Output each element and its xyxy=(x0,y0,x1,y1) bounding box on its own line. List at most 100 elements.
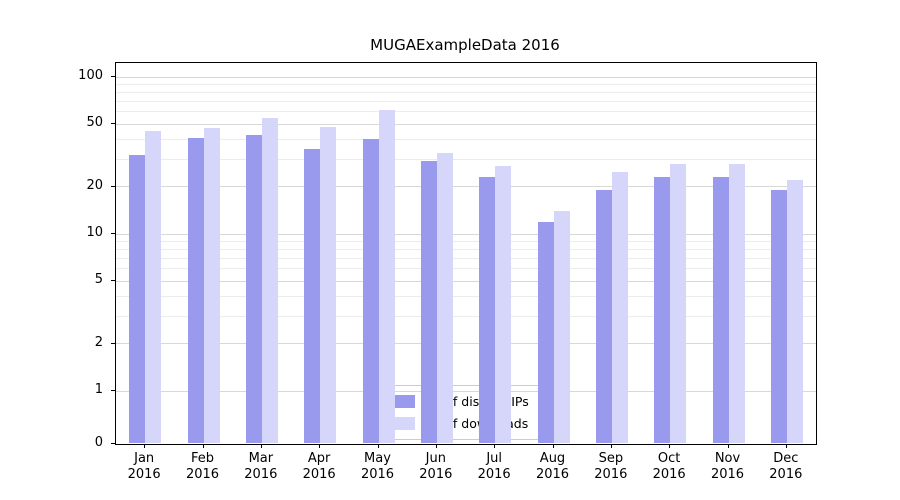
minor-gridline xyxy=(116,83,816,85)
x-tick-label-year: 2016 xyxy=(127,467,161,482)
x-tick-mark xyxy=(202,444,204,448)
minor-gridline xyxy=(116,315,816,317)
bar-nb-of-downloads xyxy=(261,117,278,443)
bar-nb-of-downloads xyxy=(728,163,745,443)
major-gridline xyxy=(116,233,816,235)
major-gridline xyxy=(116,186,816,188)
x-tick-label-year: 2016 xyxy=(419,467,453,482)
x-tick-label-month: Dec xyxy=(773,451,799,466)
chart-title: MUGAExampleData 2016 xyxy=(370,36,560,54)
x-tick-mark xyxy=(494,444,496,448)
y-tick-mark xyxy=(111,76,115,77)
major-gridline xyxy=(116,390,816,392)
y-tick-label: 0 xyxy=(94,435,103,450)
bar-nb-of-downloads xyxy=(320,127,337,443)
bar-nb-of-distinct-ips xyxy=(654,177,671,443)
bar-nb-of-distinct-ips xyxy=(304,148,321,443)
x-tick-label-month: Nov xyxy=(714,451,741,466)
x-tick-label-year: 2016 xyxy=(769,467,803,482)
minor-gridline xyxy=(116,295,816,297)
bar-nb-of-downloads xyxy=(786,180,803,443)
x-tick-mark xyxy=(552,444,554,448)
bar-nb-of-downloads xyxy=(378,109,395,443)
x-tick-label: Jan 2016 xyxy=(114,451,174,483)
minor-gridline xyxy=(116,138,816,140)
plot-area: Nb of distinct IPs Nb of downloads xyxy=(115,62,817,445)
x-tick-label-month: Jul xyxy=(486,451,502,466)
x-tick-label-month: Jan xyxy=(134,451,155,466)
bar-nb-of-downloads xyxy=(495,166,512,443)
y-tick-label: 50 xyxy=(86,115,103,131)
major-gridline xyxy=(116,123,816,125)
x-tick-label: Oct 2016 xyxy=(639,451,699,483)
bar-nb-of-distinct-ips xyxy=(362,139,379,443)
x-tick-mark xyxy=(377,444,379,448)
x-tick-label: Sep 2016 xyxy=(581,451,641,483)
y-tick-mark xyxy=(111,233,115,234)
x-tick-label-year: 2016 xyxy=(594,467,628,482)
x-tick-label: Jul 2016 xyxy=(464,451,524,483)
x-tick-mark xyxy=(610,444,612,448)
minor-gridline xyxy=(116,158,816,160)
x-tick-label-month: Aug xyxy=(539,451,566,466)
x-tick-label-month: Oct xyxy=(657,451,681,466)
y-tick-label: 10 xyxy=(86,225,103,240)
minor-gridline xyxy=(116,111,816,113)
x-tick-label-month: Sep xyxy=(598,451,624,466)
y-tick-mark xyxy=(111,390,115,391)
x-tick-label: Dec 2016 xyxy=(756,451,816,483)
bar-nb-of-distinct-ips xyxy=(479,177,496,443)
minor-gridline xyxy=(116,240,816,242)
bar-nb-of-distinct-ips xyxy=(537,221,554,443)
y-tick-mark xyxy=(111,123,115,125)
x-tick-label: Mar 2016 xyxy=(231,451,291,483)
y-tick-mark xyxy=(111,280,115,282)
bar-nb-of-distinct-ips xyxy=(129,154,146,443)
bar-nb-of-downloads xyxy=(670,163,687,443)
major-gridline xyxy=(116,76,816,78)
bar-nb-of-downloads xyxy=(436,152,453,443)
x-tick-mark xyxy=(319,444,321,448)
y-tick-mark xyxy=(111,185,115,187)
x-tick-mark xyxy=(669,444,671,448)
bar-nb-of-distinct-ips xyxy=(245,134,262,443)
x-tick-label-month: Mar xyxy=(248,451,274,466)
y-tick-label: 2 xyxy=(94,334,103,350)
x-tick-mark xyxy=(785,444,787,448)
x-tick-label: Feb 2016 xyxy=(173,451,233,483)
legend: Nb of distinct IPs Nb of downloads xyxy=(375,385,541,440)
y-tick-label: 1 xyxy=(94,382,103,397)
x-tick-label: Jun 2016 xyxy=(406,451,466,483)
minor-gridline xyxy=(116,257,816,259)
bar-nb-of-distinct-ips xyxy=(712,177,729,443)
bar-nb-of-distinct-ips xyxy=(595,190,612,443)
x-tick-label: Apr 2016 xyxy=(289,451,349,483)
x-tick-label-month: Apr xyxy=(307,451,331,466)
y-tick-mark xyxy=(111,443,115,444)
minor-gridline xyxy=(116,91,816,93)
x-tick-mark xyxy=(260,444,262,448)
bar-nb-of-downloads xyxy=(203,128,220,443)
x-tick-label-month: May xyxy=(364,451,391,466)
x-tick-label: Nov 2016 xyxy=(698,451,758,483)
bar-nb-of-distinct-ips xyxy=(770,190,787,443)
major-gridline xyxy=(116,280,816,282)
bar-nb-of-distinct-ips xyxy=(187,137,204,443)
y-tick-label: 5 xyxy=(94,272,103,288)
x-tick-label-year: 2016 xyxy=(185,467,220,482)
x-tick-label-year: 2016 xyxy=(244,467,278,482)
bar-nb-of-downloads xyxy=(611,171,628,443)
x-tick-label-month: Jun xyxy=(425,451,446,466)
x-tick-label-year: 2016 xyxy=(360,467,395,482)
major-gridline xyxy=(116,343,816,345)
y-tick-mark xyxy=(111,342,115,344)
x-tick-label: Aug 2016 xyxy=(523,451,583,483)
bar-nb-of-distinct-ips xyxy=(420,161,437,443)
bar-nb-of-downloads xyxy=(145,131,162,443)
x-tick-mark xyxy=(727,444,729,448)
minor-gridline xyxy=(116,268,816,270)
minor-gridline xyxy=(116,248,816,250)
x-tick-label-month: Feb xyxy=(190,451,215,466)
x-tick-label-year: 2016 xyxy=(302,467,336,482)
